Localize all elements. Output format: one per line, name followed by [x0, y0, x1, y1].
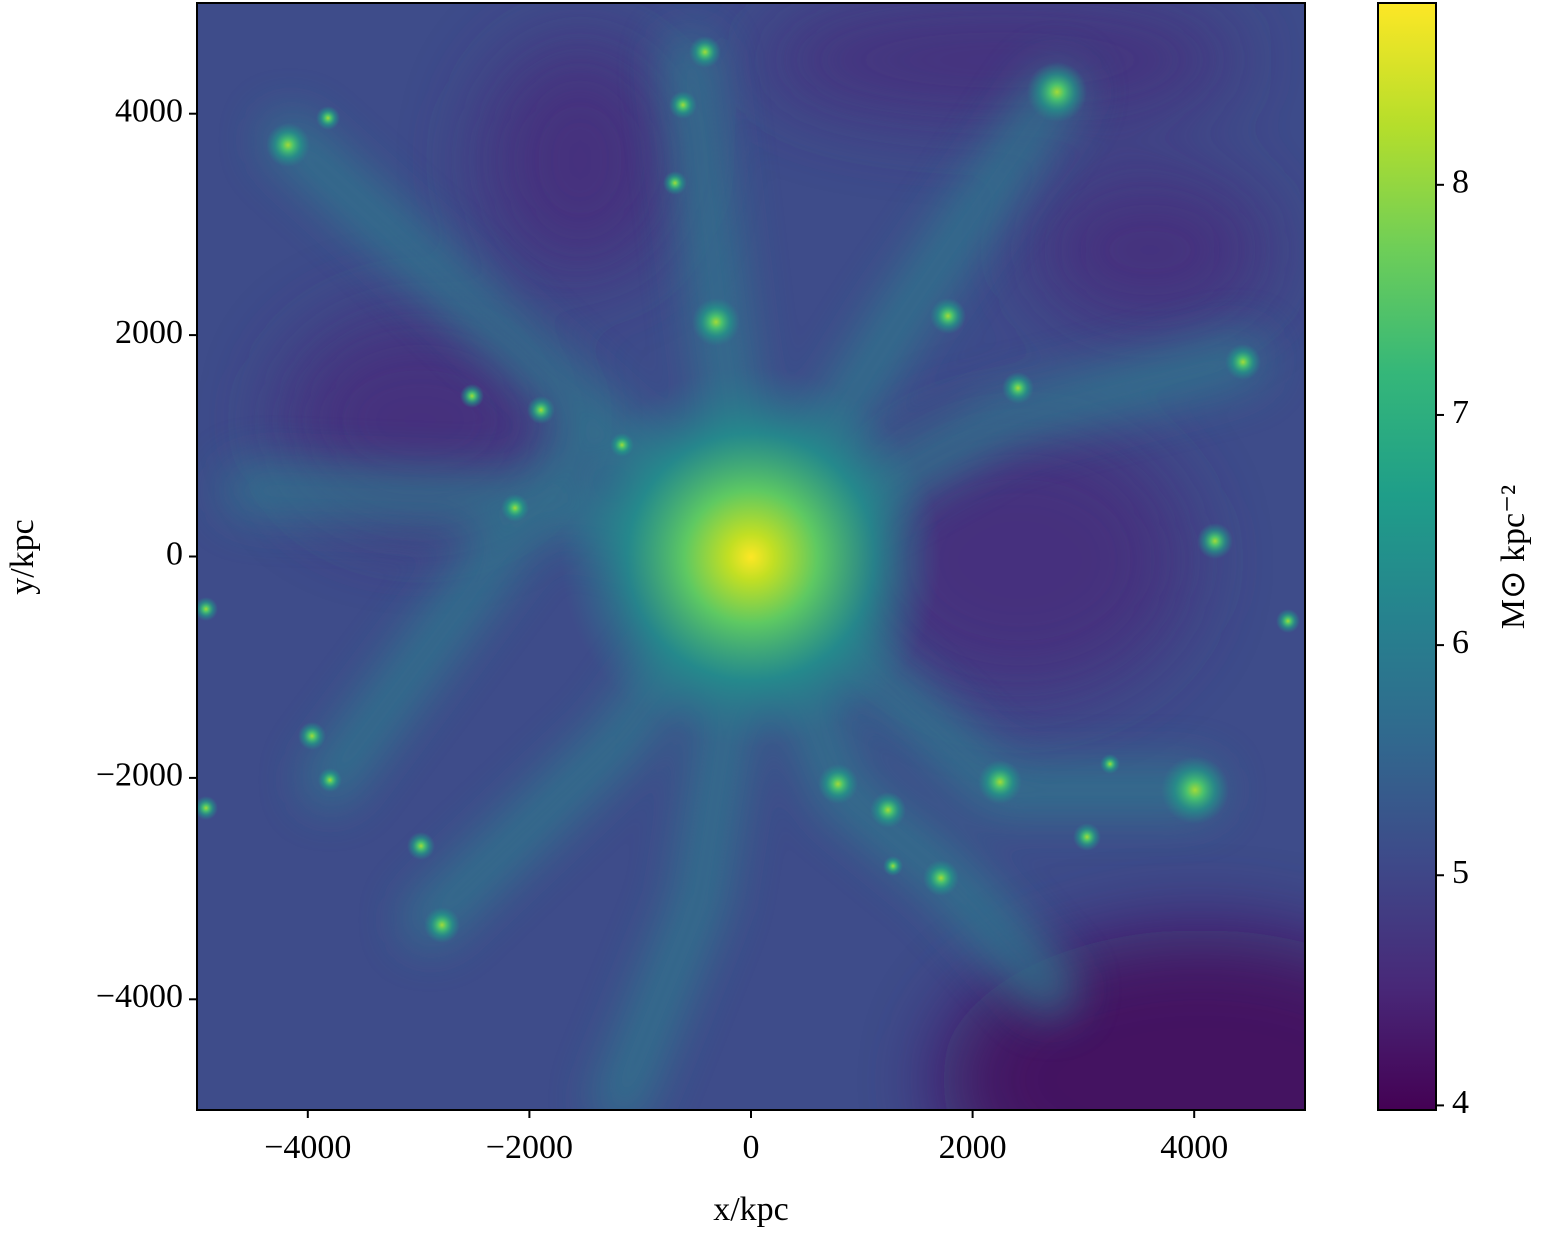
x-tick-label: 2000: [939, 1129, 1007, 1166]
colorbar-tick-label: 7: [1452, 394, 1469, 431]
x-tick-label: −4000: [264, 1129, 351, 1166]
colorbar: [1377, 2, 1437, 1111]
colorbar-tick-label: 8: [1452, 164, 1469, 201]
colorbar-tick-label: 4: [1452, 1084, 1469, 1121]
density-map: [197, 3, 1305, 1110]
x-tick-label: 0: [743, 1129, 760, 1166]
y-tick-label: −2000: [96, 757, 183, 794]
colorbar-tick-label: 6: [1452, 624, 1469, 661]
y-tick-label: 0: [166, 535, 183, 572]
y-tick-label: 2000: [115, 314, 183, 351]
y-axis-label: y/kpc: [4, 519, 41, 595]
y-tick-label: 4000: [115, 92, 183, 129]
colorbar-label: M⊙ kpc⁻²: [1495, 485, 1532, 629]
y-tick-label: −4000: [96, 978, 183, 1015]
x-tick-label: −2000: [486, 1129, 573, 1166]
colorbar-tick-label: 5: [1452, 854, 1469, 891]
halos: [197, 36, 1300, 943]
x-tick-label: 4000: [1160, 1129, 1228, 1166]
x-axis-label: x/kpc: [713, 1191, 789, 1228]
